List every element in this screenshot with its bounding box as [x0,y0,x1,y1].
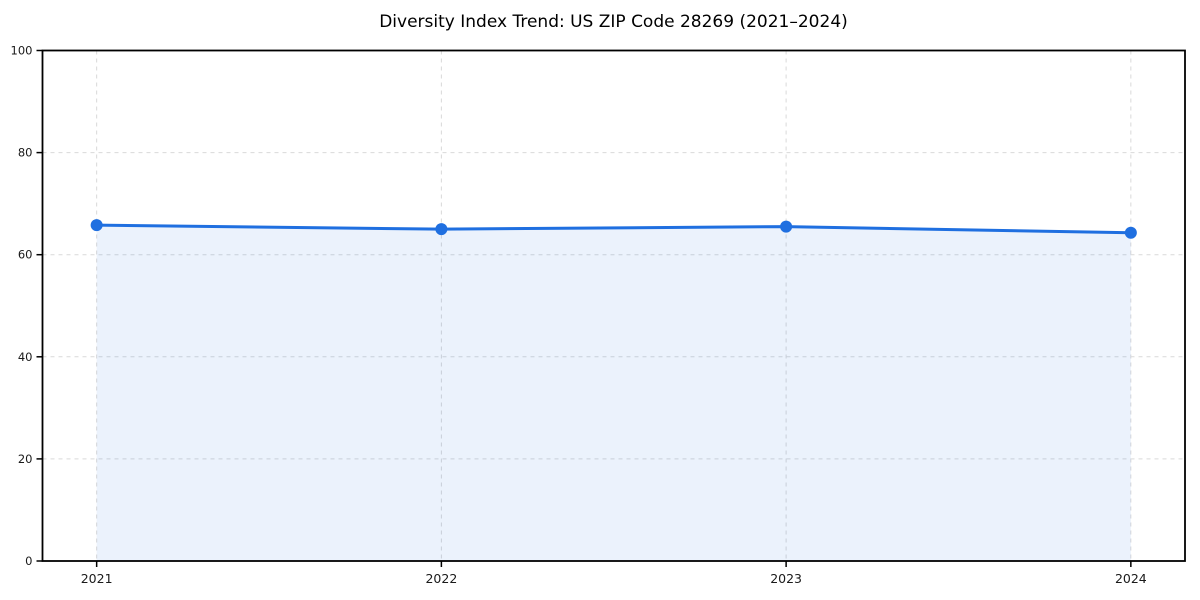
y-axis-tick-label: 100 [11,44,33,58]
y-axis-tick-label: 20 [18,452,33,466]
data-point [1124,226,1137,239]
plot-border [41,49,1186,562]
y-axis-tick-label: 40 [18,350,33,364]
data-point [435,223,448,236]
x-axis-tick-label: 2023 [770,571,802,586]
x-axis-tick-label: 2022 [425,571,457,586]
x-axis-tick-label: 2024 [1115,571,1147,586]
chart-title: Diversity Index Trend: US ZIP Code 28269… [379,12,848,32]
y-axis-tick-label: 80 [18,146,33,160]
y-axis-tick-label: 0 [25,554,32,568]
area-fill [96,225,1131,561]
y-axis-tick-label: 60 [18,248,33,262]
data-point [90,219,103,232]
trend-line [95,223,1133,235]
data-point [780,220,793,233]
x-axis-tick-label: 2021 [81,571,113,586]
